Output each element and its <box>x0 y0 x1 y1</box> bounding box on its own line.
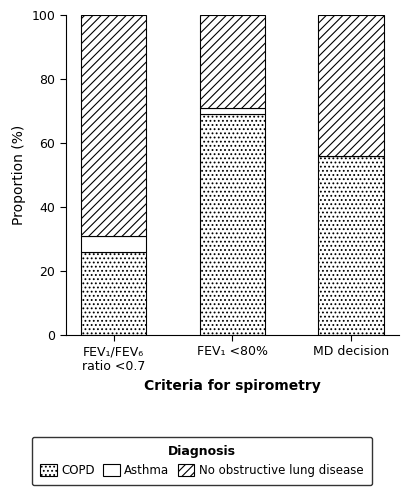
Bar <box>200 114 265 335</box>
Bar <box>81 15 146 236</box>
Legend: COPD, Asthma, No obstructive lung disease: COPD, Asthma, No obstructive lung diseas… <box>32 437 372 486</box>
Bar <box>200 15 265 108</box>
Bar <box>81 236 146 252</box>
Bar <box>81 252 146 335</box>
Bar <box>200 108 265 114</box>
X-axis label: Criteria for spirometry: Criteria for spirometry <box>144 379 321 393</box>
Bar <box>318 156 383 335</box>
Bar <box>318 15 383 156</box>
Y-axis label: Proportion (%): Proportion (%) <box>12 125 26 225</box>
